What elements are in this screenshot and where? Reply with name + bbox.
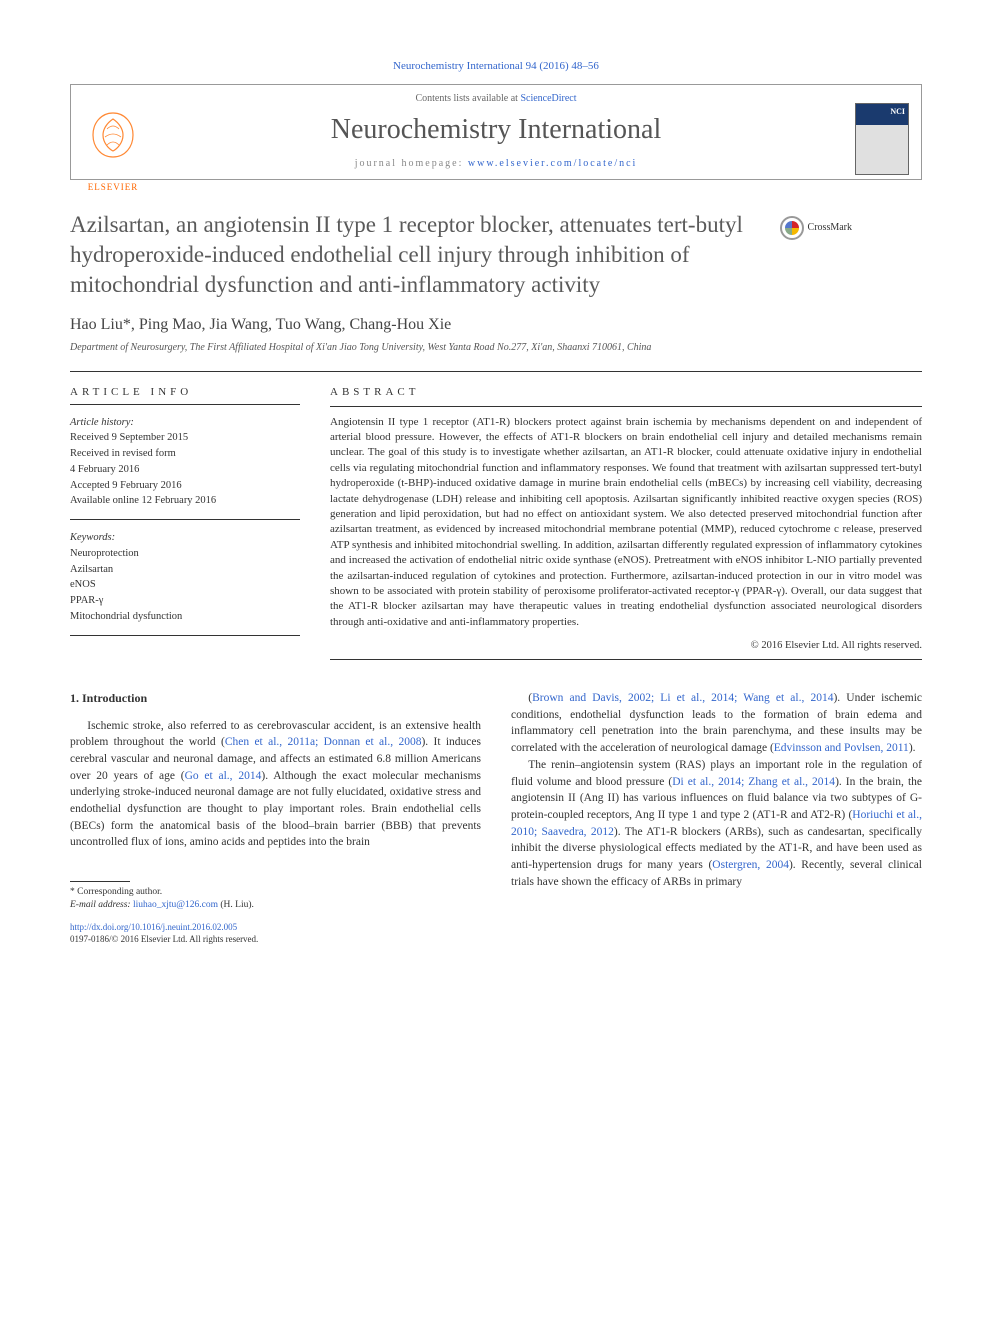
article-info-column: ARTICLE INFO Article history: Received 9… <box>70 386 300 660</box>
keywords-block: Keywords: Neuroprotection Azilsartan eNO… <box>70 530 300 636</box>
intro-paragraph: The renin–angiotensin system (RAS) plays… <box>511 757 922 890</box>
article-info-heading: ARTICLE INFO <box>70 386 300 405</box>
citation-link[interactable]: Di et al., 2014; Zhang et al., 2014 <box>672 776 835 788</box>
divider <box>70 371 922 372</box>
journal-homepage: journal homepage: www.elsevier.com/locat… <box>71 152 921 179</box>
body-left-column: 1. Introduction Ischemic stroke, also re… <box>70 690 481 946</box>
abstract-heading: ABSTRACT <box>330 386 922 398</box>
intro-paragraph: (Brown and Davis, 2002; Li et al., 2014;… <box>511 690 922 757</box>
crossmark-badge[interactable]: CrossMark <box>780 216 852 240</box>
crossmark-label: CrossMark <box>808 222 852 233</box>
journal-title: Neurochemistry International <box>71 108 921 152</box>
elsevier-label: ELSEVIER <box>83 182 143 192</box>
doi-footer: http://dx.doi.org/10.1016/j.neuint.2016.… <box>70 921 481 946</box>
sciencedirect-link[interactable]: ScienceDirect <box>520 93 576 104</box>
body-right-column: (Brown and Davis, 2002; Li et al., 2014;… <box>511 690 922 946</box>
citation-link[interactable]: Go et al., 2014 <box>185 770 262 782</box>
body-columns: 1. Introduction Ischemic stroke, also re… <box>70 690 922 946</box>
email-link[interactable]: liuhao_xjtu@126.com <box>133 900 218 910</box>
contents-line: Contents lists available at ScienceDirec… <box>71 85 921 108</box>
authors-line: Hao Liu*, Ping Mao, Jia Wang, Tuo Wang, … <box>70 316 922 334</box>
citation-link[interactable]: Brown and Davis, 2002; Li et al., 2014; … <box>532 692 833 704</box>
journal-cover-thumbnail <box>855 103 909 175</box>
intro-heading: 1. Introduction <box>70 690 481 707</box>
abstract-text: Angiotensin II type 1 receptor (AT1-R) b… <box>330 415 922 630</box>
abstract-copyright: © 2016 Elsevier Ltd. All rights reserved… <box>330 640 922 651</box>
citation-link[interactable]: Ostergren, 2004 <box>712 859 789 871</box>
homepage-link[interactable]: www.elsevier.com/locate/nci <box>468 158 637 169</box>
affiliation: Department of Neurosurgery, The First Af… <box>70 342 922 353</box>
journal-masthead: ELSEVIER Contents lists available at Sci… <box>70 84 922 180</box>
doi-link[interactable]: http://dx.doi.org/10.1016/j.neuint.2016.… <box>70 922 237 932</box>
crossmark-icon <box>780 216 804 240</box>
citation-link[interactable]: Chen et al., 2011a; Donnan et al., 2008 <box>225 736 422 748</box>
abstract-column: ABSTRACT Angiotensin II type 1 receptor … <box>330 386 922 660</box>
elsevier-logo: ELSEVIER <box>83 109 143 177</box>
article-history: Article history: Received 9 September 20… <box>70 415 300 521</box>
intro-paragraph: Ischemic stroke, also referred to as cer… <box>70 718 481 851</box>
footnote-separator <box>70 881 130 882</box>
running-header: Neurochemistry International 94 (2016) 4… <box>70 60 922 72</box>
corresponding-author-footnote: * Corresponding author. E-mail address: … <box>70 886 481 913</box>
citation-link[interactable]: Edvinsson and Povlsen, 2011 <box>774 742 909 754</box>
